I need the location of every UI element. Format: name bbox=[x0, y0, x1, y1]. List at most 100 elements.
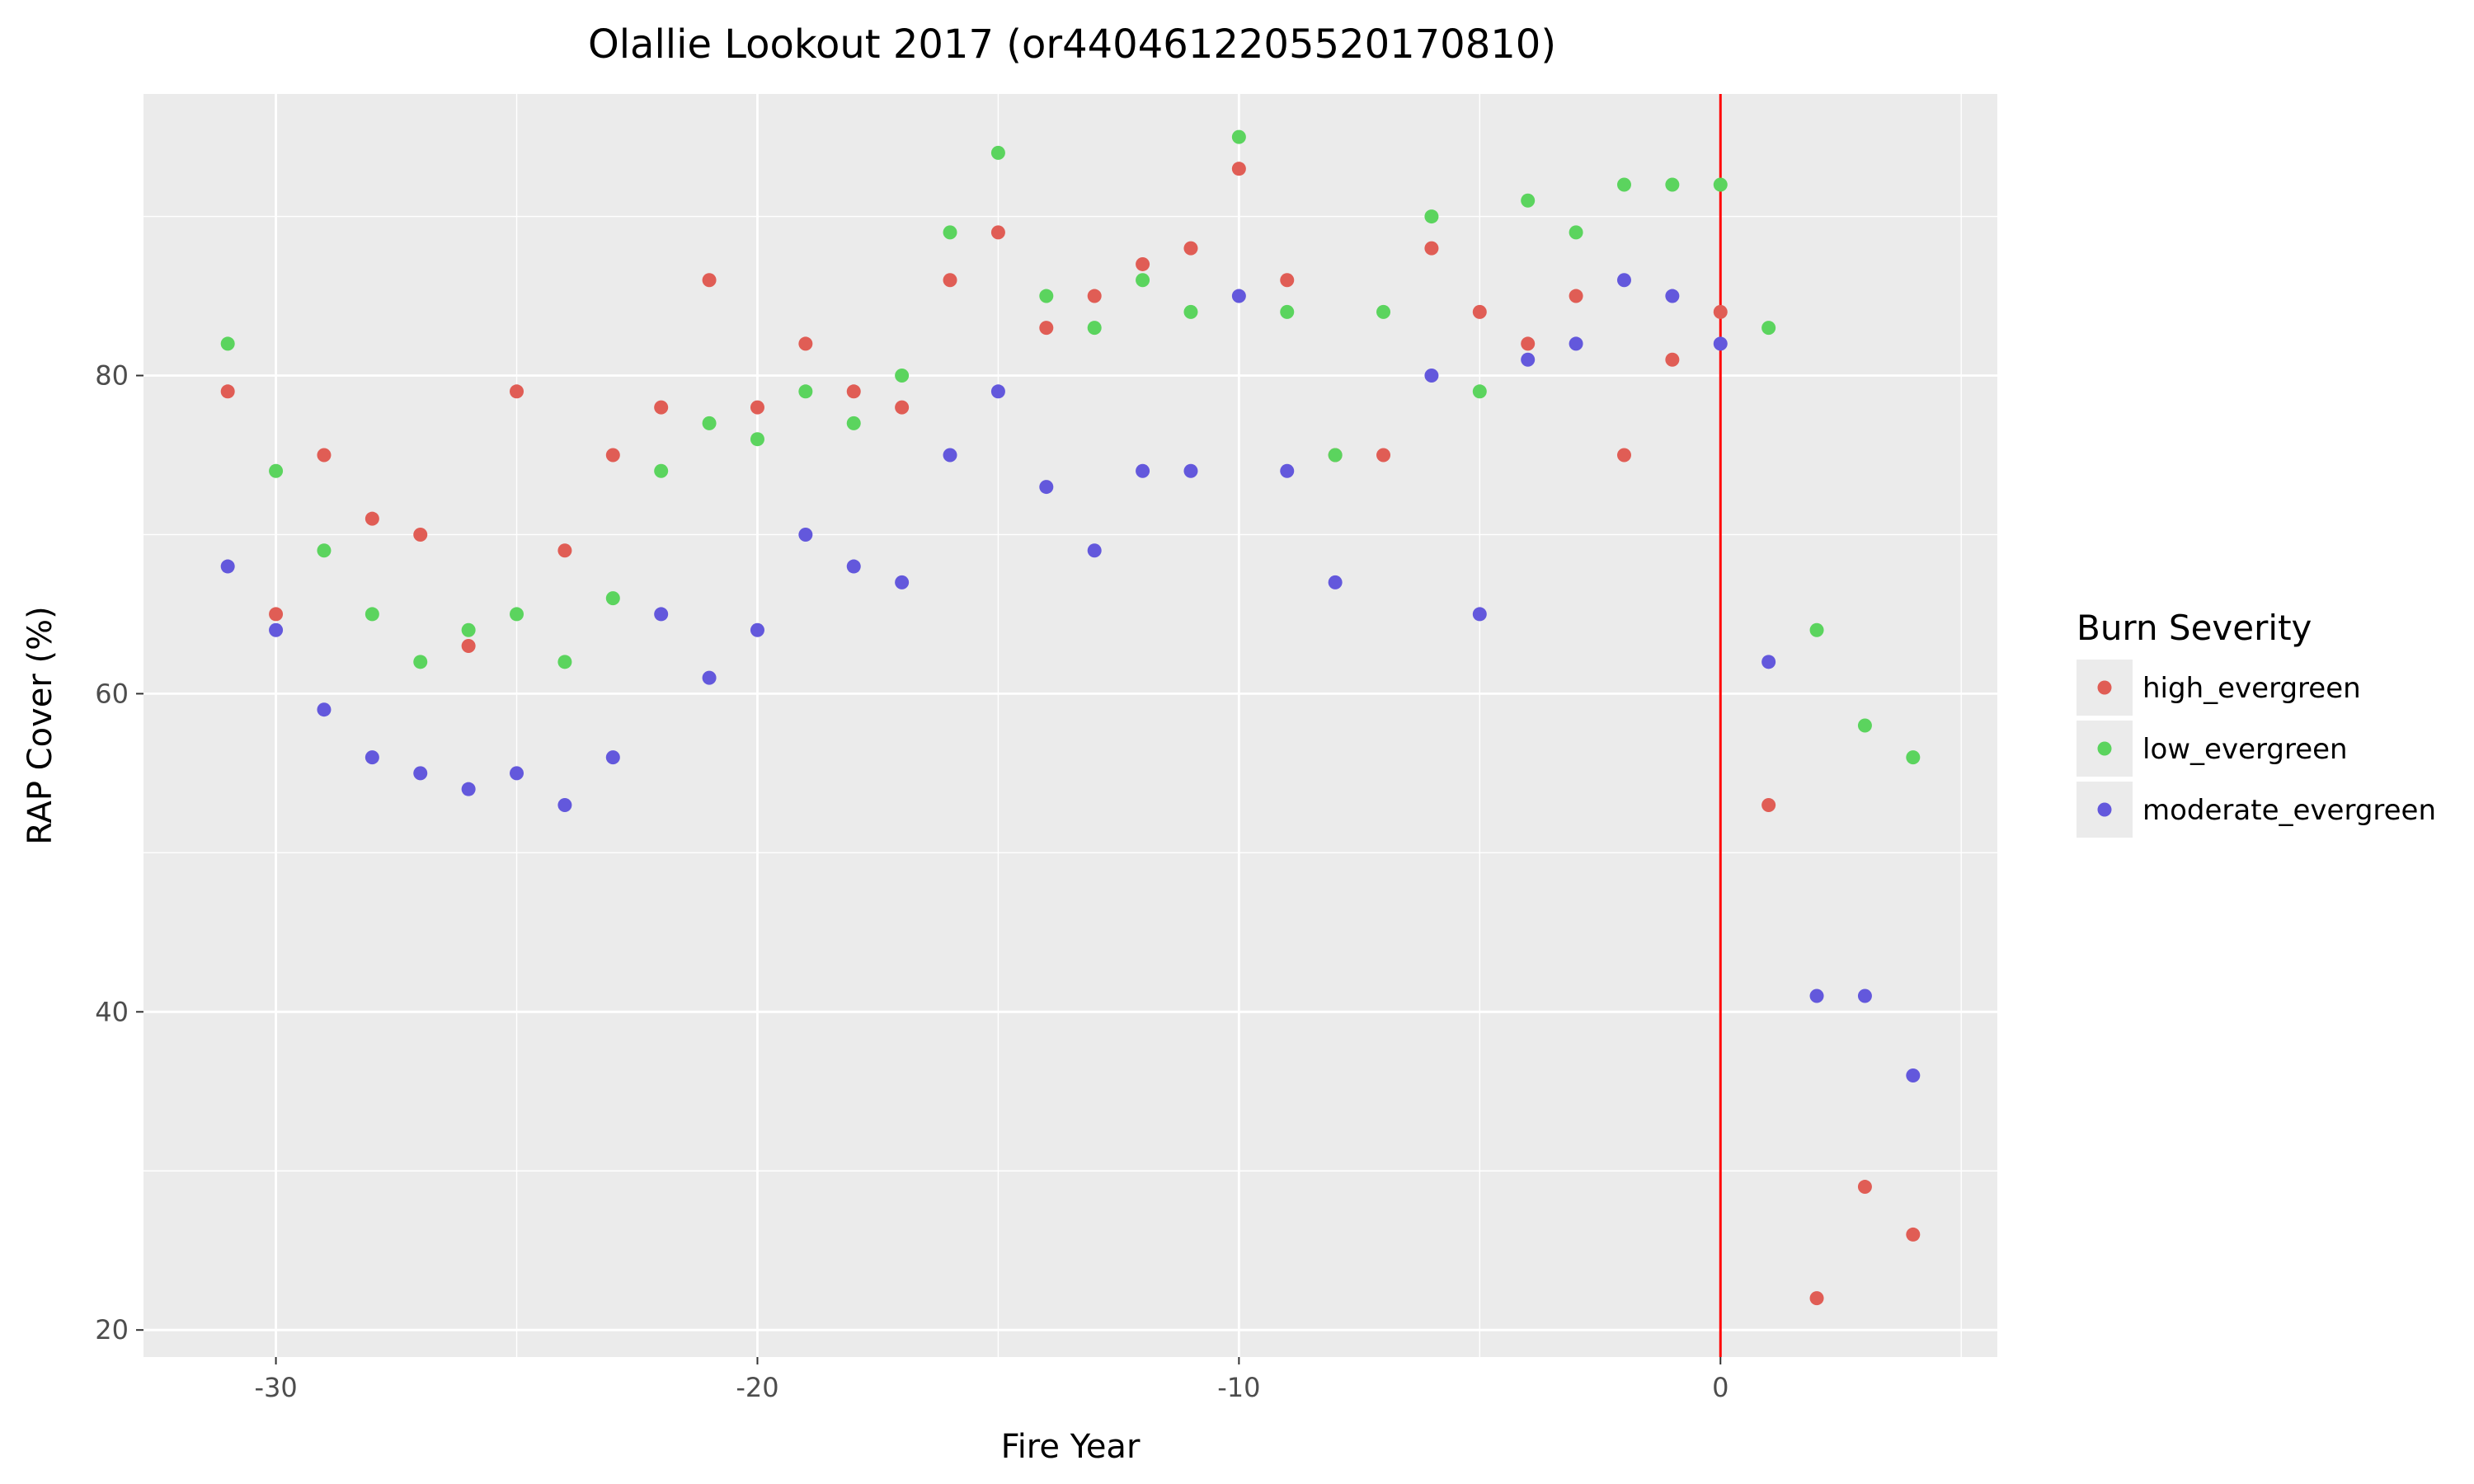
legend-key-marker bbox=[2097, 802, 2112, 817]
data-point-low_evergreen bbox=[1569, 225, 1583, 240]
data-point-high_evergreen bbox=[846, 384, 861, 399]
data-point-moderate_evergreen bbox=[1713, 336, 1728, 351]
data-point-low_evergreen bbox=[1039, 289, 1054, 303]
x-tick-label: 0 bbox=[1712, 1372, 1729, 1403]
legend-label: moderate_evergreen bbox=[2142, 794, 2436, 827]
data-point-moderate_evergreen bbox=[1231, 289, 1246, 303]
legend-title: Burn Severity bbox=[2077, 608, 2312, 648]
data-point-moderate_evergreen bbox=[1328, 575, 1343, 589]
axis-ticks: -30 -20 -10 0 20 40 60 80 bbox=[95, 360, 1729, 1403]
data-point-moderate_evergreen bbox=[846, 559, 861, 574]
data-point-high_evergreen bbox=[317, 448, 332, 463]
data-point-high_evergreen bbox=[654, 400, 669, 415]
data-point-low_evergreen bbox=[943, 225, 957, 240]
plot-panel bbox=[143, 94, 1997, 1357]
data-point-moderate_evergreen bbox=[1569, 336, 1583, 351]
data-point-low_evergreen bbox=[750, 432, 764, 447]
legend-item-high_evergreen: high_evergreen bbox=[2077, 660, 2361, 716]
data-point-moderate_evergreen bbox=[1087, 543, 1102, 558]
data-point-high_evergreen bbox=[1906, 1227, 1921, 1242]
data-point-low_evergreen bbox=[1280, 304, 1295, 319]
data-point-low_evergreen bbox=[1906, 750, 1921, 765]
data-point-moderate_evergreen bbox=[1136, 463, 1150, 478]
data-point-moderate_evergreen bbox=[220, 559, 235, 574]
data-point-moderate_evergreen bbox=[1906, 1068, 1921, 1082]
data-point-moderate_evergreen bbox=[1761, 655, 1776, 669]
data-point-low_evergreen bbox=[798, 384, 813, 399]
data-point-low_evergreen bbox=[317, 543, 332, 558]
data-point-high_evergreen bbox=[1280, 273, 1295, 288]
data-point-moderate_evergreen bbox=[943, 448, 957, 463]
data-point-moderate_evergreen bbox=[1857, 989, 1872, 1003]
data-point-low_evergreen bbox=[413, 655, 428, 669]
data-point-low_evergreen bbox=[461, 622, 476, 637]
data-point-low_evergreen bbox=[605, 591, 620, 606]
data-point-moderate_evergreen bbox=[750, 622, 764, 637]
y-tick-label: 60 bbox=[95, 678, 129, 709]
data-point-high_evergreen bbox=[1569, 289, 1583, 303]
data-point-high_evergreen bbox=[1231, 162, 1246, 176]
data-point-low_evergreen bbox=[1665, 177, 1680, 192]
series-high_evergreen bbox=[220, 162, 1921, 1306]
data-point-high_evergreen bbox=[943, 273, 957, 288]
data-point-high_evergreen bbox=[750, 400, 764, 415]
data-point-high_evergreen bbox=[1616, 448, 1631, 463]
legend-key-marker bbox=[2097, 680, 2112, 695]
data-point-moderate_evergreen bbox=[269, 622, 284, 637]
minor-gridlines bbox=[143, 94, 1997, 1357]
data-point-high_evergreen bbox=[990, 225, 1005, 240]
x-tick-label: -10 bbox=[1217, 1372, 1260, 1403]
data-point-moderate_evergreen bbox=[413, 766, 428, 781]
data-point-low_evergreen bbox=[510, 607, 524, 622]
data-point-high_evergreen bbox=[895, 400, 910, 415]
data-point-low_evergreen bbox=[269, 463, 284, 478]
data-point-low_evergreen bbox=[1424, 209, 1439, 224]
data-point-low_evergreen bbox=[846, 416, 861, 430]
data-point-moderate_evergreen bbox=[798, 527, 813, 542]
data-point-moderate_evergreen bbox=[1616, 273, 1631, 288]
data-point-high_evergreen bbox=[1713, 304, 1728, 319]
data-point-high_evergreen bbox=[1809, 1291, 1824, 1306]
data-point-high_evergreen bbox=[269, 607, 284, 622]
data-point-moderate_evergreen bbox=[1424, 369, 1439, 383]
data-point-high_evergreen bbox=[1472, 304, 1487, 319]
data-point-moderate_evergreen bbox=[895, 575, 910, 589]
data-point-moderate_evergreen bbox=[557, 797, 572, 812]
series-moderate_evergreen bbox=[220, 273, 1921, 1082]
data-point-low_evergreen bbox=[1231, 129, 1246, 144]
data-point-high_evergreen bbox=[1761, 797, 1776, 812]
data-point-moderate_evergreen bbox=[702, 670, 717, 685]
data-point-low_evergreen bbox=[990, 145, 1005, 160]
data-point-high_evergreen bbox=[220, 384, 235, 399]
data-point-high_evergreen bbox=[510, 384, 524, 399]
data-point-high_evergreen bbox=[702, 273, 717, 288]
data-point-moderate_evergreen bbox=[1472, 607, 1487, 622]
data-point-low_evergreen bbox=[1472, 384, 1487, 399]
y-tick-label: 20 bbox=[95, 1314, 129, 1345]
data-point-low_evergreen bbox=[1809, 622, 1824, 637]
data-point-high_evergreen bbox=[1376, 448, 1391, 463]
data-point-high_evergreen bbox=[605, 448, 620, 463]
data-point-low_evergreen bbox=[654, 463, 669, 478]
data-point-high_evergreen bbox=[1424, 241, 1439, 256]
legend-item-moderate_evergreen: moderate_evergreen bbox=[2077, 782, 2436, 838]
data-point-moderate_evergreen bbox=[1809, 989, 1824, 1003]
data-point-high_evergreen bbox=[365, 511, 379, 526]
data-point-moderate_evergreen bbox=[1280, 463, 1295, 478]
data-point-moderate_evergreen bbox=[461, 782, 476, 796]
data-point-low_evergreen bbox=[1616, 177, 1631, 192]
data-point-high_evergreen bbox=[1039, 321, 1054, 336]
legend-key-marker bbox=[2097, 741, 2112, 756]
data-point-low_evergreen bbox=[1183, 304, 1198, 319]
data-point-low_evergreen bbox=[1087, 321, 1102, 336]
data-point-low_evergreen bbox=[1857, 718, 1872, 733]
data-point-low_evergreen bbox=[220, 336, 235, 351]
data-point-moderate_evergreen bbox=[317, 702, 332, 717]
major-gridlines bbox=[143, 94, 1997, 1357]
data-point-high_evergreen bbox=[557, 543, 572, 558]
data-point-moderate_evergreen bbox=[1039, 480, 1054, 495]
data-point-moderate_evergreen bbox=[654, 607, 669, 622]
y-axis-title: RAP Cover (%) bbox=[21, 606, 59, 844]
legend-label: low_evergreen bbox=[2142, 733, 2348, 766]
data-point-low_evergreen bbox=[1328, 448, 1343, 463]
